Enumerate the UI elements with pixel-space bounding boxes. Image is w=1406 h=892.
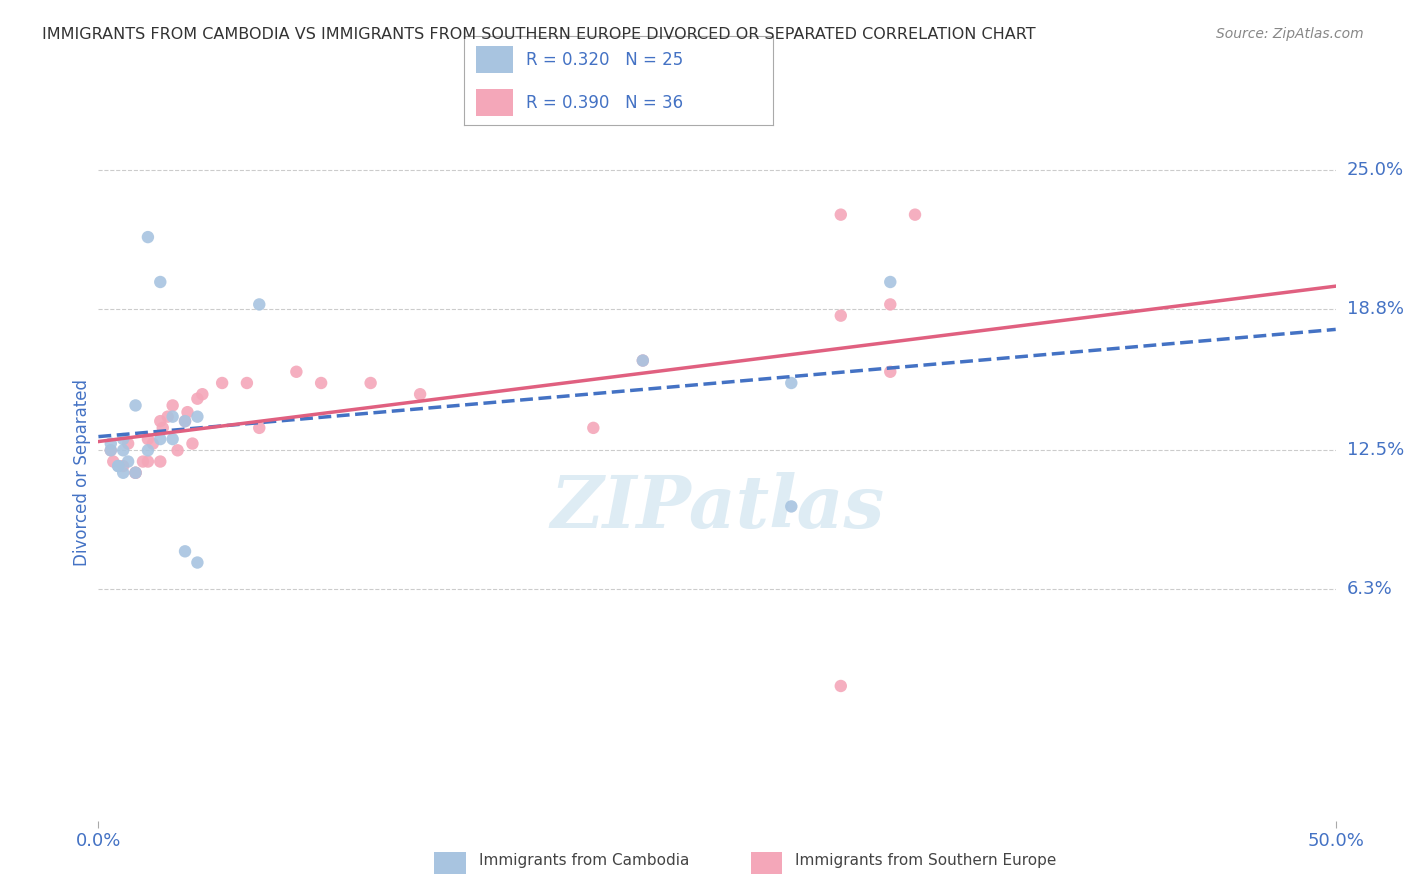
Point [285, 365, 308, 379]
Point [186, 392, 208, 406]
Point [136, 443, 159, 458]
Point [149, 454, 172, 468]
Text: Immigrants from Southern Europe: Immigrants from Southern Europe [796, 854, 1056, 868]
Point [112, 443, 135, 458]
Point [162, 399, 184, 413]
Point [631, 353, 654, 368]
Point [124, 399, 146, 413]
Text: Immigrants from Cambodia: Immigrants from Cambodia [478, 854, 689, 868]
Point [136, 432, 159, 446]
Point [124, 466, 146, 480]
Point [360, 376, 382, 390]
Point [309, 376, 332, 390]
Point [112, 466, 135, 480]
Text: R = 0.320   N = 25: R = 0.320 N = 25 [526, 51, 683, 69]
Point [830, 208, 852, 222]
Point [166, 443, 188, 458]
Point [181, 436, 204, 450]
Point [830, 679, 852, 693]
Point [100, 443, 122, 458]
Point [780, 376, 803, 390]
Point [211, 376, 233, 390]
Point [136, 230, 159, 244]
Point [162, 409, 184, 424]
Point [149, 275, 172, 289]
Text: R = 0.390   N = 36: R = 0.390 N = 36 [526, 94, 683, 112]
FancyBboxPatch shape [751, 852, 783, 874]
Point [100, 443, 122, 458]
Point [117, 436, 139, 450]
Point [112, 432, 135, 446]
Point [149, 432, 172, 446]
Text: IMMIGRANTS FROM CAMBODIA VS IMMIGRANTS FROM SOUTHERN EUROPE DIVORCED OR SEPARATE: IMMIGRANTS FROM CAMBODIA VS IMMIGRANTS F… [42, 27, 1036, 42]
Point [186, 409, 208, 424]
Text: 12.5%: 12.5% [1347, 442, 1405, 459]
Point [780, 500, 803, 514]
Point [142, 436, 165, 450]
Point [162, 432, 184, 446]
Point [247, 421, 270, 435]
Point [136, 454, 159, 468]
Point [156, 409, 179, 424]
Point [124, 466, 146, 480]
Point [879, 275, 901, 289]
Text: 18.8%: 18.8% [1347, 300, 1403, 318]
Text: Source: ZipAtlas.com: Source: ZipAtlas.com [1216, 27, 1364, 41]
Point [879, 365, 901, 379]
Point [174, 414, 197, 428]
Point [582, 421, 605, 435]
Text: 25.0%: 25.0% [1347, 161, 1405, 178]
Point [186, 556, 208, 570]
Point [103, 454, 125, 468]
Point [247, 297, 270, 311]
Point [124, 466, 146, 480]
Point [107, 458, 129, 473]
Point [174, 414, 197, 428]
Point [112, 458, 135, 473]
Text: ZIPatlas: ZIPatlas [550, 472, 884, 543]
Point [117, 454, 139, 468]
Point [879, 297, 901, 311]
Point [132, 454, 155, 468]
FancyBboxPatch shape [434, 852, 467, 874]
Point [149, 414, 172, 428]
Point [236, 376, 259, 390]
Point [152, 421, 174, 435]
Point [409, 387, 432, 401]
Point [176, 405, 198, 419]
Point [830, 309, 852, 323]
Point [631, 353, 654, 368]
Point [174, 544, 197, 558]
Text: 6.3%: 6.3% [1347, 581, 1392, 599]
Y-axis label: Divorced or Separated: Divorced or Separated [73, 379, 91, 566]
Point [191, 387, 214, 401]
FancyBboxPatch shape [477, 46, 513, 73]
FancyBboxPatch shape [477, 89, 513, 116]
Point [107, 458, 129, 473]
Point [904, 208, 927, 222]
Point [100, 436, 122, 450]
